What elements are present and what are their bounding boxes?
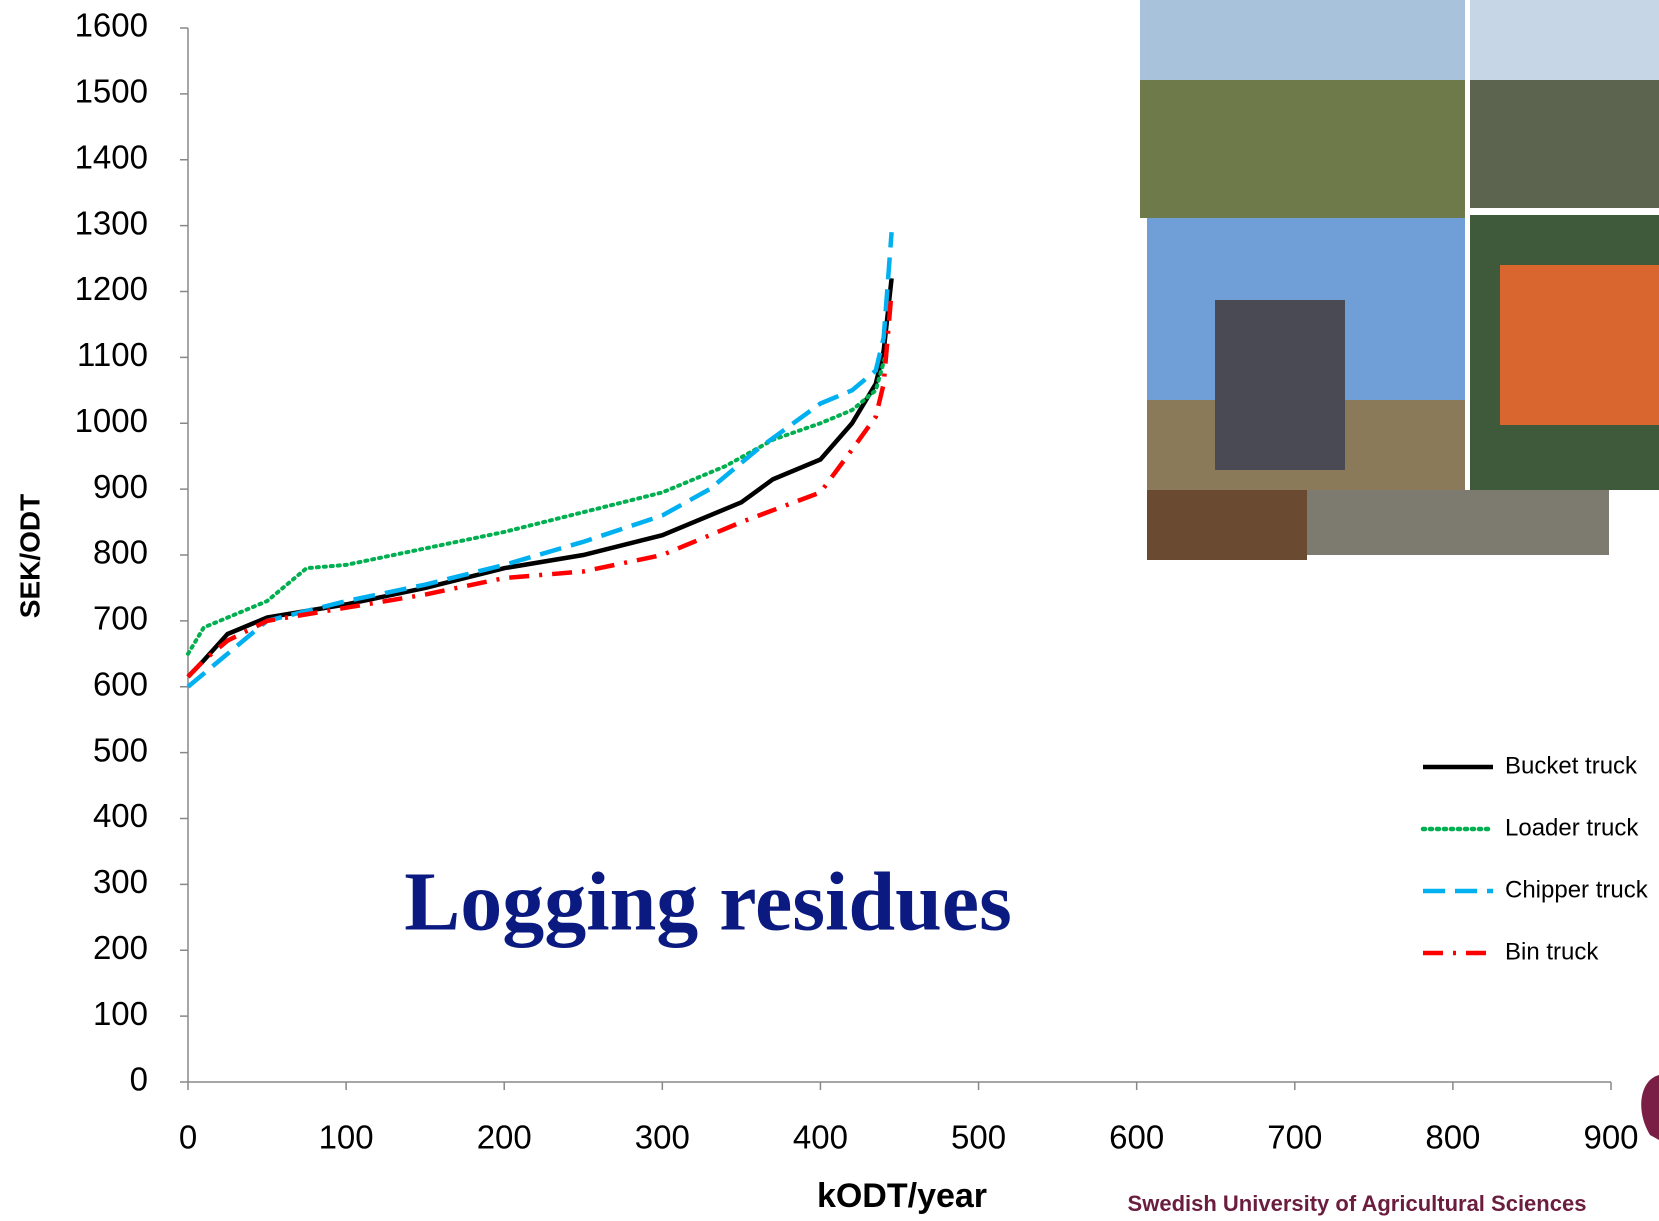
- y-tick-label: 1500: [75, 73, 148, 110]
- legend-label: Bin truck: [1505, 938, 1599, 965]
- series-line: [186, 232, 894, 689]
- x-tick-label: 600: [1109, 1119, 1164, 1156]
- x-tick-label: 100: [319, 1119, 374, 1156]
- photo-collage: [1140, 0, 1659, 560]
- y-tick-label: 700: [93, 600, 148, 637]
- y-tick-label: 1300: [75, 204, 148, 241]
- y-tick-label: 900: [93, 468, 148, 505]
- y-tick-label: 1100: [77, 336, 148, 373]
- legend-label: Loader truck: [1505, 814, 1639, 841]
- x-axis-title: kODT/year: [817, 1177, 987, 1215]
- y-tick-label: 1400: [75, 138, 148, 175]
- legend-label: Bucket truck: [1505, 752, 1638, 779]
- y-tick-label: 500: [93, 731, 148, 768]
- photo: [1147, 490, 1307, 560]
- legend-label: Chipper truck: [1505, 876, 1649, 903]
- y-tick-label: 1000: [75, 402, 148, 439]
- photo-truck: [1500, 265, 1659, 425]
- annotation: Logging residues: [404, 855, 1012, 948]
- y-tick-label: 100: [93, 995, 148, 1032]
- y-tick-label: 0: [130, 1061, 148, 1098]
- footer: Swedish University of Agricultural Scien…: [1128, 1191, 1587, 1216]
- x-tick-label: 400: [793, 1119, 848, 1156]
- y-tick-label: 200: [93, 929, 148, 966]
- x-tick-label: 300: [635, 1119, 690, 1156]
- series-line: [186, 291, 894, 679]
- y-tick-label: 600: [93, 665, 148, 702]
- x-tick-label: 0: [179, 1119, 197, 1156]
- y-tick-label: 400: [93, 797, 148, 834]
- x-tick-label: 200: [477, 1119, 532, 1156]
- series-line: [186, 278, 894, 679]
- x-tick-label: 700: [1267, 1119, 1322, 1156]
- series-line: [186, 348, 889, 656]
- photo-machine: [1215, 300, 1345, 470]
- logo-shape: [1641, 1075, 1659, 1140]
- photo-sky: [1470, 0, 1659, 80]
- y-tick-label: 800: [93, 534, 148, 571]
- y-tick-label: 1200: [75, 270, 148, 307]
- x-tick-label: 800: [1425, 1119, 1480, 1156]
- x-tick-label: 500: [951, 1119, 1006, 1156]
- y-tick-label: 300: [93, 863, 148, 900]
- x-tick-label: 900: [1583, 1119, 1638, 1156]
- photo-sky: [1140, 0, 1465, 80]
- y-axis-title: SEK/ODT: [14, 494, 45, 618]
- y-tick-label: 1600: [75, 7, 148, 44]
- photo: [1307, 490, 1609, 555]
